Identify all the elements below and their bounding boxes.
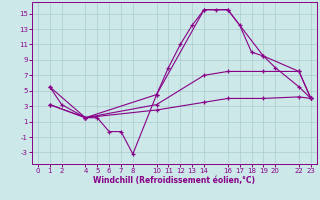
X-axis label: Windchill (Refroidissement éolien,°C): Windchill (Refroidissement éolien,°C) bbox=[93, 176, 255, 185]
